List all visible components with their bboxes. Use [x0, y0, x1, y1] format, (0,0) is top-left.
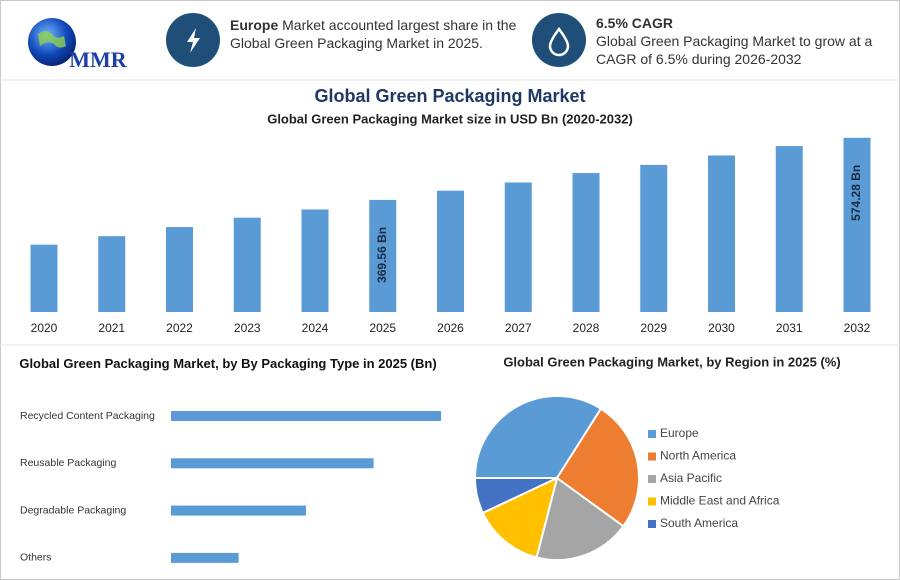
legend-swatch — [648, 497, 656, 506]
bar — [171, 411, 441, 421]
y-tick-label: Others — [20, 552, 52, 564]
icon-bolt — [187, 28, 200, 53]
bar — [572, 173, 600, 312]
bar — [640, 164, 668, 312]
legend-label: North America — [660, 449, 736, 463]
icon-circle — [532, 13, 586, 67]
x-tick-label: 2020 — [31, 321, 58, 335]
logo-land — [38, 31, 66, 48]
bar — [843, 137, 871, 312]
icon-drop — [548, 26, 570, 57]
bar — [98, 236, 126, 312]
stat-body: Market accounted largest share in the Gl… — [230, 17, 517, 51]
stat-text: 6.5% CAGR Global Green Packaging Market t… — [596, 14, 886, 68]
logo-text: MMR — [69, 47, 128, 72]
legend-label: South America — [660, 516, 738, 530]
bar — [171, 458, 374, 469]
bar — [708, 155, 735, 312]
x-tick-label: 2023 — [234, 321, 261, 335]
main-title: Global Green Packaging Market — [314, 86, 585, 106]
x-tick-label: 2032 — [844, 321, 871, 335]
bar — [369, 199, 397, 312]
x-tick-label: 2024 — [302, 321, 329, 335]
chart-title: Global Green Packaging Market size in US… — [267, 111, 633, 126]
stat-body: Global Green Packaging Market to grow at… — [596, 33, 873, 67]
y-tick-label: Recycled Content Packaging — [20, 410, 155, 422]
chart-title: Global Green Packaging Market, by Region… — [503, 354, 840, 369]
pie-slice — [535, 476, 625, 561]
legend-swatch — [648, 430, 656, 438]
value-label: 369.56 Bn — [375, 227, 389, 283]
x-tick-label: 2027 — [505, 321, 532, 335]
bar — [233, 217, 261, 312]
bar — [171, 552, 239, 563]
bar — [504, 182, 532, 312]
bar — [166, 227, 193, 312]
y-tick-label: Degradable Packaging — [20, 504, 126, 516]
y-tick-label: Reusable Packaging — [20, 457, 116, 469]
chart-title: Global Green Packaging Market, by By Pac… — [19, 356, 437, 371]
x-tick-label: 2025 — [369, 321, 396, 335]
x-tick-label: 2021 — [98, 321, 125, 335]
x-tick-label: 2028 — [573, 321, 600, 335]
bar — [437, 190, 464, 312]
pie-slice — [555, 407, 640, 528]
legend-label: Asia Pacific — [660, 471, 722, 485]
x-tick-label: 2022 — [166, 321, 193, 335]
value-label: 574.28 Bn — [849, 165, 863, 221]
stat-bold: Europe — [230, 17, 279, 33]
x-tick-label: 2026 — [437, 321, 464, 335]
bar — [301, 209, 329, 312]
pie-slice — [473, 477, 558, 515]
bar — [171, 505, 306, 516]
legend-swatch — [648, 475, 656, 483]
x-tick-label: 2031 — [776, 321, 803, 335]
bar — [775, 146, 803, 312]
x-tick-label: 2029 — [640, 321, 667, 335]
stat-text: Europe Market accounted largest share in… — [230, 16, 530, 52]
stat-bold: 6.5% CAGR — [596, 15, 674, 31]
legend-label: Europe — [660, 426, 699, 440]
pie-slice — [481, 476, 559, 559]
legend-label: Middle East and Africa — [660, 494, 780, 508]
x-tick-label: 2030 — [708, 321, 735, 335]
bar — [30, 244, 58, 312]
legend-swatch — [648, 520, 656, 528]
legend-swatch — [648, 452, 656, 461]
